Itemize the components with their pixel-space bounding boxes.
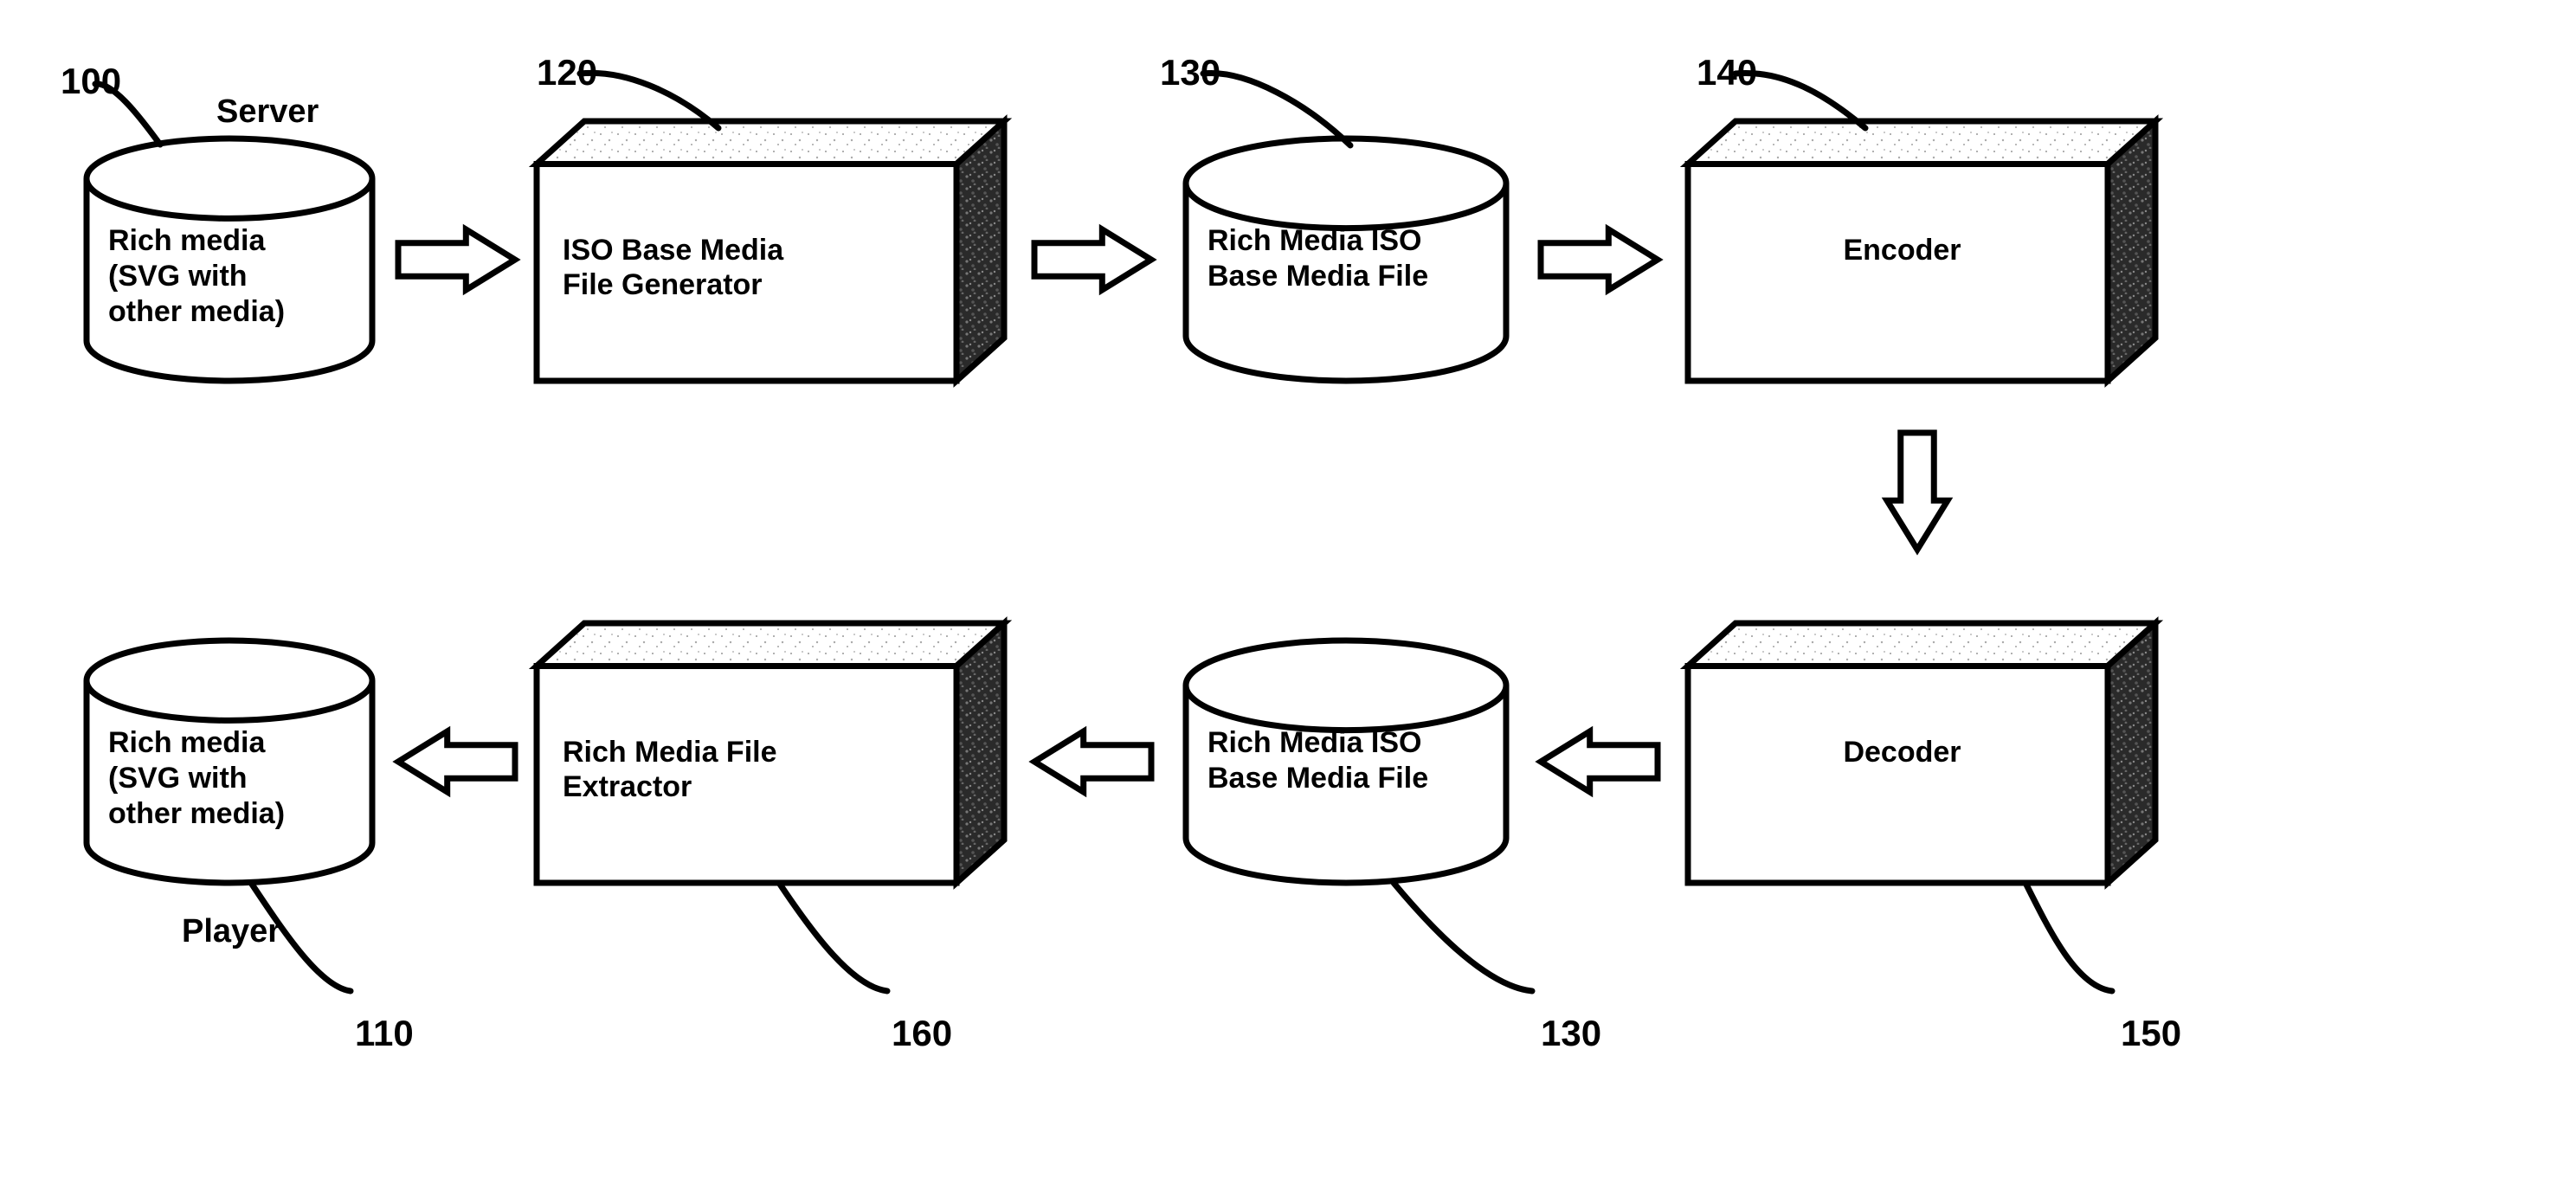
arrow-n140-n150 <box>1882 428 1953 555</box>
arrow-n130a-n140 <box>1536 224 1663 295</box>
n110-ref: 110 <box>355 1013 414 1054</box>
n110-leader <box>0 0 2576 1178</box>
n110-ext-label: Player <box>182 913 280 950</box>
n110-label: Rich media(SVG withother media) <box>108 725 359 831</box>
flowchart-canvas: Rich media(SVG withother media)100Server… <box>0 0 2576 1178</box>
arrow-n120-n130a <box>1029 224 1156 295</box>
arrow-n100-n120 <box>393 224 520 295</box>
arrow-n160-n110 <box>393 726 520 797</box>
arrow-n130b-n160 <box>1029 726 1156 797</box>
arrow-n150-n130b <box>1536 726 1663 797</box>
